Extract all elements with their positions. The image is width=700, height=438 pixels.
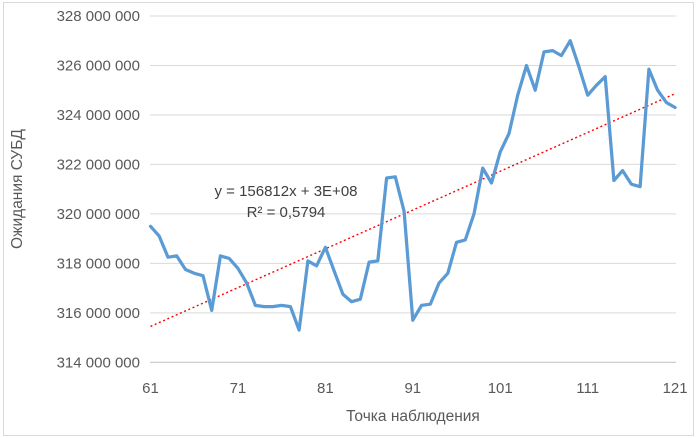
y-tick-label: 318 000 000 (57, 255, 140, 272)
x-axis-title: Точка наблюдения (346, 408, 480, 425)
x-axis-tick-labels: 61 71 81 91 101 111 121 (142, 380, 687, 397)
trendline-r-squared-label: R² = 0,5794 (247, 204, 326, 221)
x-tick-label: 81 (317, 380, 334, 397)
x-tick-label: 121 (663, 380, 688, 397)
y-tick-label: 326 000 000 (57, 57, 140, 74)
y-tick-label: 322 000 000 (57, 156, 140, 173)
chart-border (3, 2, 694, 436)
series-line (148, 39, 677, 332)
y-axis-tick-labels: 328 000 000 326 000 000 324 000 000 322 000… (57, 8, 140, 371)
y-tick-label: 320 000 000 (57, 206, 140, 223)
y-tick-label: 316 000 000 (57, 305, 140, 322)
trendline-equation-label: y = 156812x + 3E+08 (214, 183, 357, 200)
trendline (150, 93, 676, 328)
x-tick-label: 61 (142, 380, 159, 397)
x-tick-label: 111 (576, 380, 599, 397)
y-tick-label: 324 000 000 (57, 107, 140, 124)
x-tick-label: 91 (404, 380, 421, 397)
y-tick-label: 314 000 000 (57, 354, 140, 371)
y-axis-title: Ожидания СУБД (9, 129, 26, 249)
x-tick-label: 101 (488, 380, 513, 397)
gridlines (150, 15, 677, 314)
y-tick-label: 328 000 000 (57, 8, 140, 25)
x-tick-label: 71 (230, 380, 247, 397)
